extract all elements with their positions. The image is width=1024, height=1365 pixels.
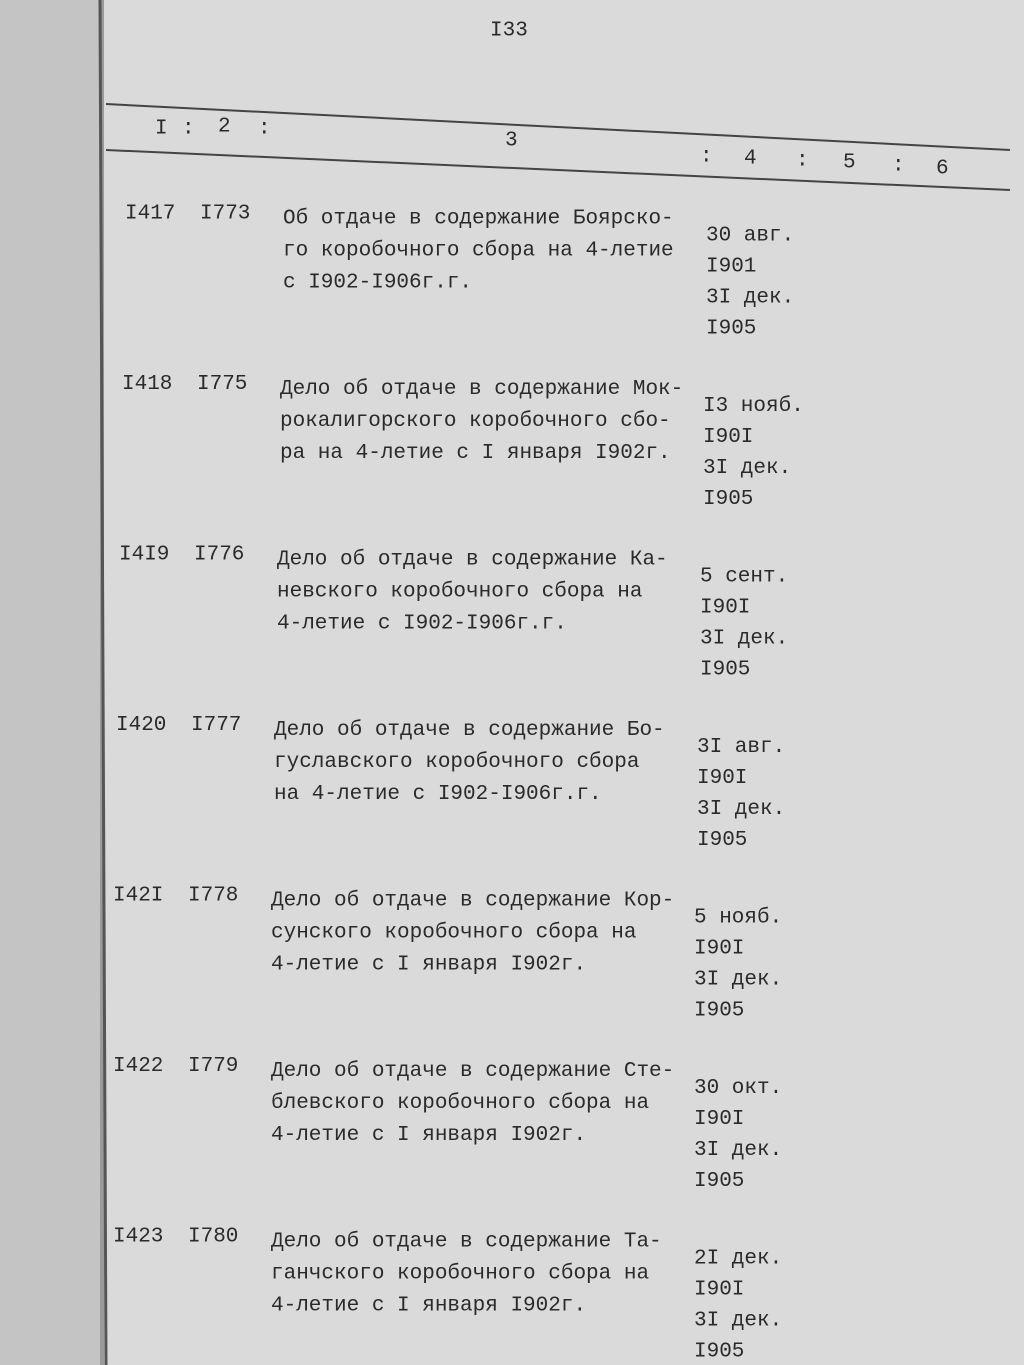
case-date: I90I [703,426,753,449]
case-title: с I902-I906г.г. [283,272,472,295]
case-date: 30 окт. [694,1077,782,1100]
case-title: рокалигорского коробочного сбо- [280,410,671,433]
case-date: I905 [694,1341,744,1364]
case-date: 3I авг. [697,736,785,759]
row-number: I423 [113,1226,163,1249]
case-title: на 4-летие с I902-I906г.г. [274,783,602,806]
case-date: I901 [706,256,756,279]
case-date: 2I дек. [694,1248,782,1271]
case-title: го коробочного сбора на 4-летие [283,240,674,263]
case-number: I776 [194,544,244,567]
row-number: I422 [113,1055,163,1078]
case-number: I779 [188,1055,238,1078]
case-date: 3I дек. [703,457,791,480]
case-title: 4-летие с I января I902г. [271,1124,586,1147]
case-title: Дело об отдаче в содержание Ка- [277,549,668,572]
case-date: I905 [700,659,750,682]
case-title: 4-летие с I902-I906г.г. [277,613,567,636]
case-date: 3I дек. [697,798,785,821]
case-date: I3 нояб. [703,395,804,418]
paper [104,0,1024,1365]
case-date: I90I [697,767,747,790]
column-number: 4 [744,148,757,171]
column-number: 3 [505,130,518,153]
case-title: Дело об отдаче в содержание Та- [271,1231,662,1254]
column-separator: : [892,155,905,178]
case-title: сунского коробочного сбора на [271,922,636,945]
case-title: 4-летие с I января I902г. [271,1295,586,1318]
column-number: 2 [218,116,231,139]
case-title: 4-летие с I января I902г. [271,954,586,977]
column-number: 6 [936,158,949,181]
case-title: гуславского коробочного сбора [274,751,639,774]
case-date: 5 сент. [700,566,788,589]
header-rule [105,149,1011,191]
case-date: I905 [703,488,753,511]
case-title: Дело об отдаче в содержание Бо- [274,719,665,742]
case-date: 3I дек. [700,628,788,651]
case-date: 3I дек. [694,1310,782,1333]
case-number: I780 [188,1226,238,1249]
row-number: I417 [125,203,175,226]
case-date: 3I дек. [706,287,794,310]
case-number: I778 [188,885,238,908]
column-separator: : [182,118,195,141]
header-rule [105,103,1011,151]
column-separator: : [700,146,713,169]
row-number: I4I9 [119,544,169,567]
case-date: I905 [694,1170,744,1193]
case-number: I777 [191,714,241,737]
case-date: I905 [697,829,747,852]
case-title: Дело об отдаче в содержание Сте- [271,1060,674,1083]
case-date: 3I дек. [694,969,782,992]
case-title: ра на 4-летие с I января I902г. [280,442,671,465]
page-gutter [98,0,108,1365]
case-number: I775 [197,373,247,396]
column-separator: : [796,150,809,173]
column-number: I [155,118,168,141]
case-date: I905 [706,318,756,341]
case-date: I90I [694,1279,744,1302]
case-date: I905 [694,1000,744,1023]
row-number: I418 [122,373,172,396]
case-date: 5 нояб. [694,907,782,930]
row-number: I42I [113,885,163,908]
case-date: 3I дек. [694,1139,782,1162]
case-number: I773 [200,203,250,226]
case-date: I90I [700,597,750,620]
case-date: I90I [694,1108,744,1131]
case-title: Дело об отдаче в содержание Кор- [271,890,674,913]
case-title: Об отдаче в содержание Боярско- [283,208,674,231]
page-number: I33 [490,20,528,43]
case-title: невского коробочного сбора на [277,581,642,604]
case-date: 30 авг. [706,225,794,248]
previous-page-edge [0,0,100,1365]
row-number: I420 [116,714,166,737]
column-number: 5 [843,152,856,175]
case-title: Дело об отдаче в содержание Мок- [280,378,683,401]
column-separator: : [258,118,271,141]
case-title: ганчского коробочного сбора на [271,1263,649,1286]
case-date: I90I [694,938,744,961]
case-title: блевского коробочного сбора на [271,1092,649,1115]
